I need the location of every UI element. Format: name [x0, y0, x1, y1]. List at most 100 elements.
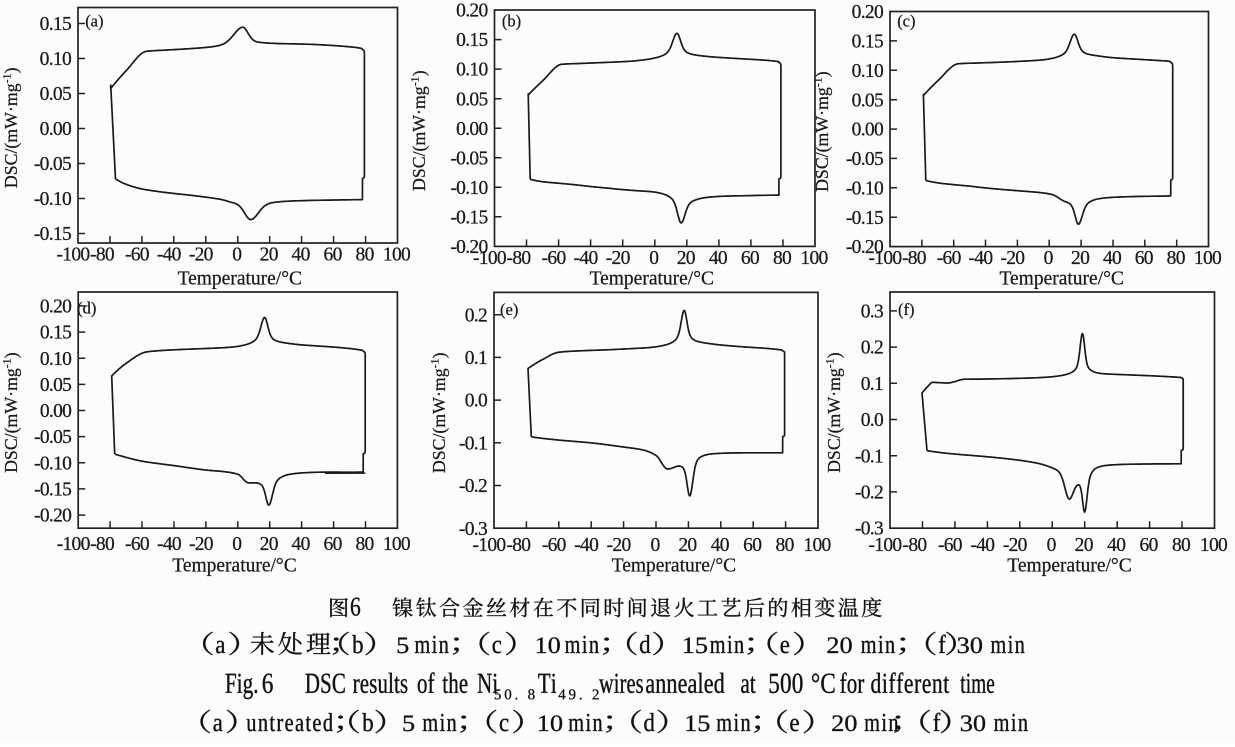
svg-text:-0.05: -0.05 — [34, 154, 71, 175]
svg-text:(d): (d) — [77, 299, 96, 318]
svg-text:-100: -100 — [473, 535, 506, 556]
svg-text:-20: -20 — [606, 248, 630, 269]
svg-text:-0.3: -0.3 — [459, 519, 487, 540]
svg-text:-0.10: -0.10 — [846, 178, 883, 199]
svg-text:-80: -80 — [902, 248, 926, 269]
svg-text:0.2: 0.2 — [861, 338, 883, 359]
svg-text:0.20: 0.20 — [456, 1, 487, 22]
svg-text:0.00: 0.00 — [852, 120, 883, 141]
svg-text:20: 20 — [1075, 535, 1093, 556]
svg-text:-40: -40 — [157, 245, 181, 266]
svg-text:-0.15: -0.15 — [450, 207, 487, 228]
svg-text:DSC/(mW·mg-1): DSC/(mW·mg-1) — [428, 352, 451, 473]
svg-text:-100: -100 — [473, 248, 506, 269]
svg-text:80: 80 — [1167, 248, 1185, 269]
svg-text:(f): (f) — [898, 300, 914, 319]
svg-text:-20: -20 — [607, 535, 631, 556]
svg-text:-0.20: -0.20 — [34, 506, 71, 527]
svg-text:60: 60 — [1135, 248, 1153, 269]
svg-text:-20: -20 — [189, 534, 213, 555]
svg-text:-0.20: -0.20 — [846, 237, 883, 258]
svg-text:80: 80 — [776, 535, 794, 556]
svg-text:-80: -80 — [507, 248, 531, 269]
svg-text:-0.1: -0.1 — [855, 446, 883, 467]
svg-text:0.20: 0.20 — [40, 297, 71, 318]
svg-text:80: 80 — [356, 245, 374, 266]
svg-text:-100: -100 — [57, 534, 90, 555]
svg-text:-0.10: -0.10 — [34, 189, 71, 210]
svg-text:-100: -100 — [869, 535, 902, 556]
svg-text:Temperature/°C: Temperature/°C — [590, 269, 714, 290]
svg-text:-20: -20 — [1000, 248, 1024, 269]
svg-text:100: 100 — [383, 534, 410, 555]
svg-text:-80: -80 — [90, 245, 114, 266]
svg-text:DSC/(mW·mg-1): DSC/(mW·mg-1) — [811, 71, 834, 192]
svg-text:40: 40 — [709, 248, 727, 269]
svg-text:(b): (b) — [502, 12, 521, 31]
svg-text:-100: -100 — [57, 245, 90, 266]
svg-text:0: 0 — [232, 534, 241, 555]
svg-text:-0.15: -0.15 — [846, 208, 883, 229]
svg-text:40: 40 — [1107, 535, 1125, 556]
svg-text:20: 20 — [1071, 248, 1089, 269]
svg-text:-0.3: -0.3 — [855, 519, 883, 540]
svg-text:0.15: 0.15 — [456, 30, 487, 51]
svg-text:-0.20: -0.20 — [450, 237, 487, 258]
svg-text:60: 60 — [741, 248, 759, 269]
svg-text:-80: -80 — [90, 534, 114, 555]
svg-text:0.10: 0.10 — [852, 61, 883, 82]
svg-text:100: 100 — [383, 245, 410, 266]
svg-text:-40: -40 — [969, 248, 993, 269]
svg-text:DSC/(mW·mg-1): DSC/(mW·mg-1) — [823, 352, 846, 473]
svg-text:(a): (a) — [85, 12, 103, 31]
svg-text:40: 40 — [711, 535, 729, 556]
svg-text:60: 60 — [743, 535, 761, 556]
svg-text:100: 100 — [800, 248, 827, 269]
svg-text:0.10: 0.10 — [40, 349, 71, 370]
svg-text:0: 0 — [650, 535, 659, 556]
svg-text:80: 80 — [355, 534, 373, 555]
svg-text:0.20: 0.20 — [852, 2, 883, 23]
svg-text:40: 40 — [1103, 248, 1121, 269]
svg-text:(c): (c) — [897, 12, 915, 31]
svg-text:Temperature/°C: Temperature/°C — [612, 555, 736, 576]
svg-text:-40: -40 — [574, 535, 598, 556]
svg-text:0.05: 0.05 — [456, 89, 487, 110]
svg-text:Temperature/°C: Temperature/°C — [999, 269, 1123, 290]
svg-text:60: 60 — [324, 245, 342, 266]
svg-text:Temperature/°C: Temperature/°C — [178, 269, 302, 290]
svg-text:0: 0 — [649, 248, 658, 269]
svg-text:-100: -100 — [869, 248, 902, 269]
svg-text:-0.15: -0.15 — [34, 224, 71, 245]
svg-text:-0.05: -0.05 — [450, 148, 487, 169]
svg-text:0.1: 0.1 — [465, 348, 487, 369]
svg-text:20: 20 — [677, 248, 695, 269]
svg-text:-0.15: -0.15 — [34, 480, 71, 501]
svg-text:-40: -40 — [970, 535, 994, 556]
svg-text:-40: -40 — [157, 534, 181, 555]
svg-text:DSC/(mW·mg-1): DSC/(mW·mg-1) — [408, 70, 431, 191]
svg-text:20: 20 — [260, 534, 278, 555]
svg-text:0.3: 0.3 — [861, 302, 883, 323]
svg-text:-20: -20 — [189, 245, 213, 266]
svg-text:0.05: 0.05 — [852, 90, 883, 111]
svg-text:40: 40 — [292, 245, 310, 266]
svg-text:0.0: 0.0 — [465, 391, 487, 412]
svg-text:0.0: 0.0 — [861, 410, 883, 431]
svg-text:-20: -20 — [1003, 535, 1027, 556]
svg-text:0.00: 0.00 — [40, 401, 71, 422]
svg-text:0.10: 0.10 — [40, 49, 71, 70]
svg-text:80: 80 — [1172, 535, 1190, 556]
svg-text:0: 0 — [1044, 248, 1053, 269]
svg-text:20: 20 — [678, 535, 696, 556]
svg-text:0.05: 0.05 — [40, 84, 71, 105]
svg-text:-0.05: -0.05 — [846, 149, 883, 170]
svg-text:0.15: 0.15 — [40, 323, 71, 344]
svg-text:-0.1: -0.1 — [459, 433, 487, 454]
svg-text:0.10: 0.10 — [456, 60, 487, 81]
svg-text:-80: -80 — [903, 535, 927, 556]
svg-text:-60: -60 — [542, 535, 566, 556]
svg-text:0.2: 0.2 — [465, 305, 487, 326]
svg-text:60: 60 — [324, 534, 342, 555]
svg-text:100: 100 — [1194, 248, 1221, 269]
